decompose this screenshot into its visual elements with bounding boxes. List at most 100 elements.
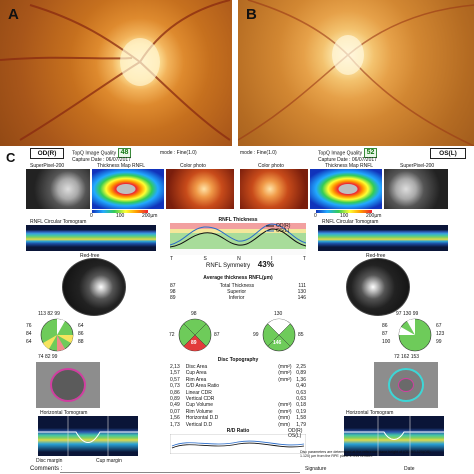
value-label: 1,56	[170, 415, 180, 422]
od-value: 98	[170, 289, 176, 296]
quad-right-n: 99	[253, 332, 259, 338]
rnfl-legend-os: OS(L)	[276, 228, 290, 234]
scale-0-r: 0	[90, 213, 93, 219]
clock-pie-right-segment	[398, 327, 415, 335]
quadrant-pie-left	[178, 318, 212, 352]
rnfl-xticks: T S N I T	[170, 256, 306, 262]
od-quality-label: TopQ Image Quality	[72, 150, 117, 157]
clock-pie-left	[40, 318, 74, 352]
quad-left-n: 87	[214, 332, 220, 338]
clock-pie-left-segment	[43, 335, 57, 349]
clock-left-bottom: 74 82 99	[38, 354, 57, 360]
value-label: (mm²)	[278, 370, 292, 377]
rnfl-symmetry-value: 43%	[257, 260, 274, 269]
value-label: Disc Area	[185, 364, 208, 370]
scale-bar-l	[316, 210, 372, 213]
thickness-map-title-l: Thickness Map RNFL	[325, 163, 374, 169]
value-label: 0,63	[296, 389, 306, 396]
horizontal-tomogram-right	[344, 416, 444, 456]
disc-topography-table: 2,13 Disc Area (mm²) 2,25 1,57 Cup Area (mm²)…	[170, 364, 306, 428]
quad-right-t: 85	[298, 332, 304, 338]
disc-left-rim	[50, 368, 86, 402]
value-label: 67	[436, 323, 442, 329]
value-label: 97	[396, 311, 402, 317]
superpixel-title-r: SuperPixel-200	[30, 163, 65, 169]
cup-contour-left	[38, 431, 138, 443]
value-label: 82	[47, 311, 53, 317]
rnfl-od-line	[170, 228, 306, 248]
rnfl-legend-od: OD(R)	[276, 223, 291, 229]
value-label: 82	[44, 354, 51, 360]
value-label: 0,07	[170, 408, 180, 415]
quad-right-i: 146	[273, 340, 282, 346]
scale-200-r: 200µm	[142, 213, 158, 219]
value-label: Vertical CDR	[185, 396, 215, 403]
vessels-a	[0, 0, 231, 141]
rnfl-symmetry: RNFL Symmetry 43%	[206, 260, 274, 270]
quadrant-left-divider	[183, 323, 207, 347]
rnfl-thickness-chart	[170, 223, 306, 255]
os-quality-label: TopQ Image Quality	[318, 150, 363, 157]
value-label: C/D Area Ratio	[185, 383, 220, 390]
clock-pie-right	[398, 318, 432, 352]
horizontal-tomogram-left	[38, 416, 138, 456]
avg-thickness-title: Average thickness RNFL(µm)	[203, 275, 273, 281]
value-label: 76	[26, 323, 32, 329]
value-label: 0,89	[170, 396, 180, 403]
value-label: 123	[436, 331, 445, 337]
redfree-title-left: Red-free	[80, 253, 100, 259]
color-photo-r	[166, 169, 234, 209]
quad-right-s: 130	[274, 311, 283, 317]
value-label: Cup Volume	[185, 402, 213, 409]
value-label: 72	[394, 354, 400, 360]
superpixel-title-l: SuperPixel-200	[400, 163, 435, 169]
rnfl-chart-title: RNFL Thickness	[218, 217, 258, 223]
table-row: 89 Inferior 146	[170, 295, 306, 301]
quadrant-right-superior	[267, 319, 291, 335]
value-label: 113	[38, 311, 46, 317]
quad-left-s: 98	[191, 311, 197, 317]
value-label: 2,13	[170, 364, 180, 370]
rnfl-band-yellow	[170, 229, 306, 233]
value-label: (mm³)	[278, 402, 292, 409]
scale-100-l: 100	[340, 213, 349, 219]
rnfl-os-line	[170, 223, 306, 246]
value-label: 1,58	[296, 415, 306, 422]
table-row: 0,49 Cup Volume (mm³) 0,18	[170, 402, 306, 408]
clock-right-right: 67 123 99	[436, 322, 444, 346]
value-label: 100	[382, 339, 391, 345]
color-photo-title-r: Color photo	[180, 163, 206, 169]
value-label: Linear CDR	[185, 389, 212, 396]
tomogram-title-left: RNFL Circular Tomogram	[30, 219, 87, 225]
table-row: 0,73 C/D Area Ratio 0,40	[170, 383, 306, 389]
value-label: 0,49	[170, 402, 180, 409]
color-photo-title-l: Color photo	[258, 163, 284, 169]
rnfl-xtick: S	[203, 256, 207, 262]
scale-bar-r	[92, 210, 148, 213]
value-label: (mm³)	[278, 408, 292, 415]
value-label: 0,40	[296, 383, 306, 390]
value-label: 1,73	[170, 421, 180, 428]
value-label: Vertical D.D	[185, 421, 213, 428]
panel-label-b: B	[246, 6, 257, 23]
redfree-image-right	[346, 258, 410, 316]
clock-left-left: 76 84 64	[26, 322, 32, 346]
disc-right-rim	[388, 368, 424, 402]
value-label: 130	[402, 311, 412, 317]
od-quality-line: TopQ Image Quality 48	[72, 148, 132, 158]
value-label: 84	[26, 331, 32, 337]
os-value: 111	[298, 283, 306, 289]
clock-pie-left-segment	[57, 335, 65, 352]
rnfl-xtick: T	[302, 256, 306, 262]
row-label: Superior	[227, 289, 247, 296]
value-label: (mm)	[278, 421, 290, 428]
value-label: 0,63	[296, 396, 306, 403]
vessels-b	[238, 0, 474, 146]
value-label: Rim Area	[185, 376, 207, 383]
quadrant-left-inferior	[183, 335, 207, 351]
clock-right-left: 86 87 100	[382, 322, 390, 346]
rnfl-symmetry-label: RNFL Symmetry	[206, 263, 251, 269]
table-row: 0,57 Rim Area (mm²) 1,36	[170, 377, 306, 383]
value-label: 0,73	[170, 383, 180, 390]
value-label: 87	[382, 331, 388, 337]
